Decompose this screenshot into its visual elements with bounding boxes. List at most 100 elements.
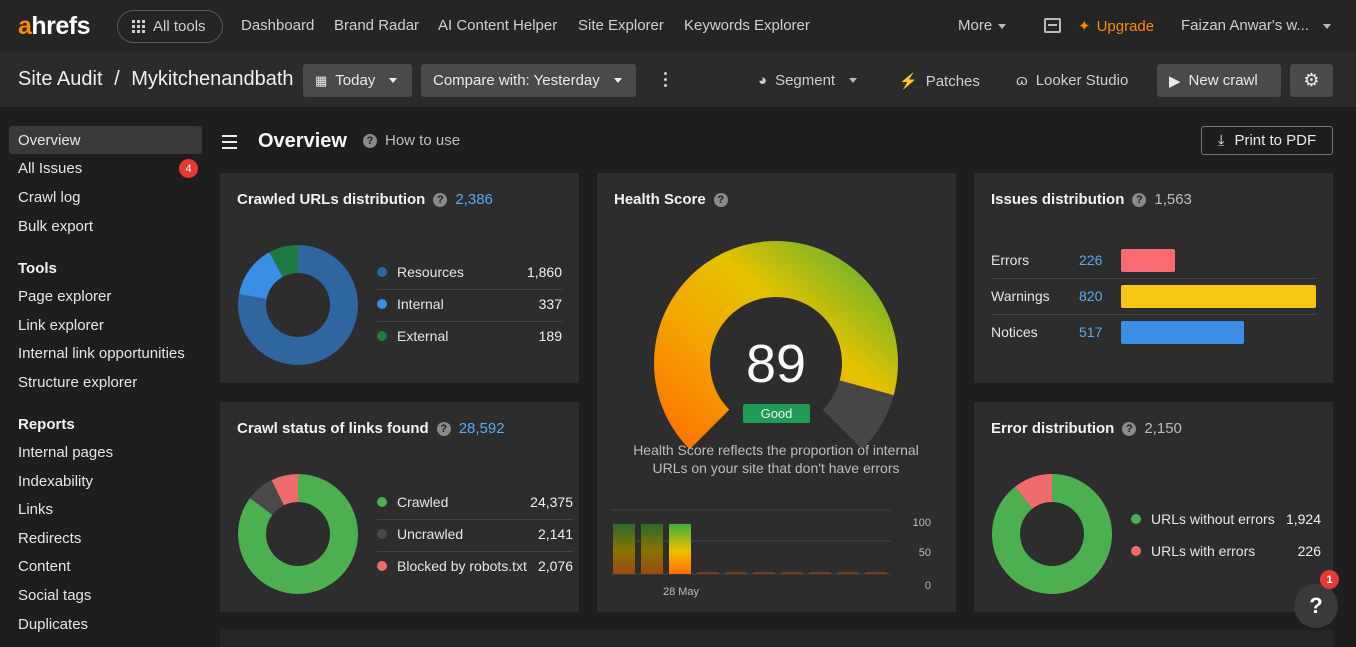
history-bar[interactable] (865, 572, 887, 574)
history-bar[interactable] (837, 572, 859, 574)
account-menu[interactable]: Faizan Anwar's w... (1181, 17, 1331, 34)
sidebar-item-social-tags[interactable]: Social tags (18, 586, 92, 604)
legend-item[interactable]: Uncrawled 2,141 (377, 526, 573, 542)
sidebar-item-content[interactable]: Content (18, 557, 71, 575)
sidebar-item-bulk-export[interactable]: Bulk export (18, 217, 94, 235)
history-bar[interactable] (669, 523, 691, 574)
breadcrumb-project[interactable]: Mykitchenandbath (131, 68, 294, 90)
inbox-icon[interactable] (1044, 18, 1061, 33)
nav-keywords-explorer[interactable]: Keywords Explorer (684, 17, 810, 34)
card-title: Error distribution (991, 420, 1115, 437)
sidebar-heading-reports: Reports (18, 416, 75, 433)
segment-dropdown[interactable]: ◕ Segment (758, 72, 858, 89)
legend-item[interactable]: Resources 1,860 (377, 264, 562, 280)
donut-slice[interactable] (271, 474, 298, 506)
tick-label: 100 (913, 517, 931, 529)
breadcrumb-site-audit[interactable]: Site Audit (18, 68, 103, 90)
settings-button[interactable]: ⚙ (1290, 64, 1333, 97)
help-icon[interactable]: ? (1122, 421, 1137, 436)
sidebar-item-internal-link-opportunities[interactable]: Internal link opportunities (18, 344, 185, 362)
legend-item[interactable]: Internal 337 (377, 296, 562, 312)
history-bar[interactable] (697, 572, 719, 574)
card-total[interactable]: 28,592 (458, 420, 505, 437)
pie-chart-icon: ◕ (758, 72, 768, 89)
print-to-pdf-button[interactable]: ⤓ Print to PDF (1201, 126, 1333, 155)
more-options-icon[interactable] (664, 72, 668, 90)
legend-item[interactable]: URLs without errors 1,924 (1131, 511, 1321, 527)
legend-item[interactable]: Blocked by robots.txt 2,076 (377, 558, 573, 574)
looker-studio-link[interactable]: ɷ Looker Studio (1016, 72, 1129, 89)
compare-select-button[interactable]: Compare with: Yesterday (421, 64, 636, 97)
sidebar-item-internal-pages[interactable]: Internal pages (18, 443, 114, 461)
divider (377, 519, 573, 520)
donut-slice[interactable] (269, 245, 298, 277)
help-widget-button[interactable]: ? (1294, 584, 1338, 628)
sidebar-item-crawl-log[interactable]: Crawl log (18, 188, 81, 206)
new-crawl-button[interactable]: ▶ New crawl (1157, 64, 1281, 97)
history-bar[interactable] (613, 523, 635, 574)
legend-item[interactable]: URLs with errors 226 (1131, 543, 1321, 559)
bar (1121, 321, 1244, 344)
help-icon[interactable]: ? (1132, 192, 1147, 207)
donut-slice[interactable] (238, 245, 358, 365)
issue-row-errors[interactable]: Errors 226 (991, 242, 1316, 278)
notification-badge: 1 (1320, 570, 1339, 589)
history-bar[interactable] (725, 572, 747, 574)
history-bar[interactable] (781, 572, 803, 574)
error-distribution-donut-chart (992, 474, 1112, 594)
nav-ai-content-helper[interactable]: AI Content Helper (438, 17, 558, 34)
divider (377, 551, 573, 552)
card-title: Health Score (614, 191, 706, 208)
sidebar-item-page-explorer[interactable]: Page explorer (18, 287, 112, 305)
issues-distribution-card: Issues distribution ? 1,563 Errors 226 W… (974, 173, 1333, 383)
bar (1121, 285, 1316, 308)
tick-label: 50 (919, 547, 931, 559)
history-bar[interactable] (753, 572, 775, 574)
date-select-button[interactable]: ▦ Today (303, 64, 412, 97)
donut-slice[interactable] (1015, 474, 1052, 509)
history-bar[interactable] (809, 572, 831, 574)
help-icon[interactable]: ? (713, 192, 728, 207)
legend-dot (377, 331, 387, 341)
sidebar-item-overview[interactable]: Overview (9, 126, 202, 154)
sidebar-item-structure-explorer[interactable]: Structure explorer (18, 373, 138, 391)
legend-dot (1131, 514, 1141, 524)
card-total[interactable]: 2,386 (455, 191, 493, 208)
page-title: Overview (258, 130, 347, 152)
main-header (221, 125, 237, 157)
issue-row-warnings[interactable]: Warnings 820 (991, 278, 1316, 314)
sidebar-item-indexability[interactable]: Indexability (18, 472, 94, 490)
history-bar[interactable] (641, 523, 663, 574)
help-icon[interactable]: ? (436, 421, 451, 436)
issue-row-notices[interactable]: Notices 517 (991, 314, 1316, 350)
patches-link[interactable]: ⚡ Patches (899, 72, 980, 91)
project-toolbar: Site Audit / Mykitchenandbath ▦ Today Co… (0, 52, 1356, 108)
menu-icon[interactable] (222, 135, 237, 153)
bar (1121, 249, 1175, 272)
health-score-card: Health Score ? 89 Good Health Score refl… (597, 173, 956, 612)
nav-brand-radar[interactable]: Brand Radar (334, 17, 420, 34)
sidebar-item-duplicates[interactable]: Duplicates (18, 615, 89, 633)
sidebar-item-redirects[interactable]: Redirects (18, 529, 82, 547)
sidebar-item-link-explorer[interactable]: Link explorer (18, 316, 104, 334)
upgrade-link[interactable]: ✦ Upgrade (1078, 17, 1155, 36)
sidebar-item-all-issues[interactable]: All Issues 4 (9, 154, 202, 182)
help-icon[interactable]: ? (433, 192, 448, 207)
gauge-track (822, 380, 894, 450)
all-tools-button[interactable]: All tools (117, 10, 223, 43)
sidebar-item-links[interactable]: Links (18, 500, 54, 518)
how-to-use-link[interactable]: ? How to use (363, 132, 460, 149)
legend-item[interactable]: External 189 (377, 328, 562, 344)
donut-slice[interactable] (992, 474, 1112, 594)
health-history-chart: 100 50 0 28 May (611, 509, 931, 598)
legend-item[interactable]: Crawled 24,375 (377, 494, 573, 510)
more-menu[interactable]: More (958, 17, 1007, 34)
nav-dashboard[interactable]: Dashboard (241, 17, 315, 34)
chevron-down-icon (1322, 23, 1331, 29)
nav-site-explorer[interactable]: Site Explorer (578, 17, 664, 34)
donut-slice[interactable] (238, 474, 358, 594)
donut-slice[interactable] (250, 480, 284, 515)
card-total: 1,563 (1154, 191, 1192, 208)
donut-slice[interactable] (239, 252, 283, 300)
ahrefs-logo[interactable]: ahrefs (18, 12, 91, 40)
